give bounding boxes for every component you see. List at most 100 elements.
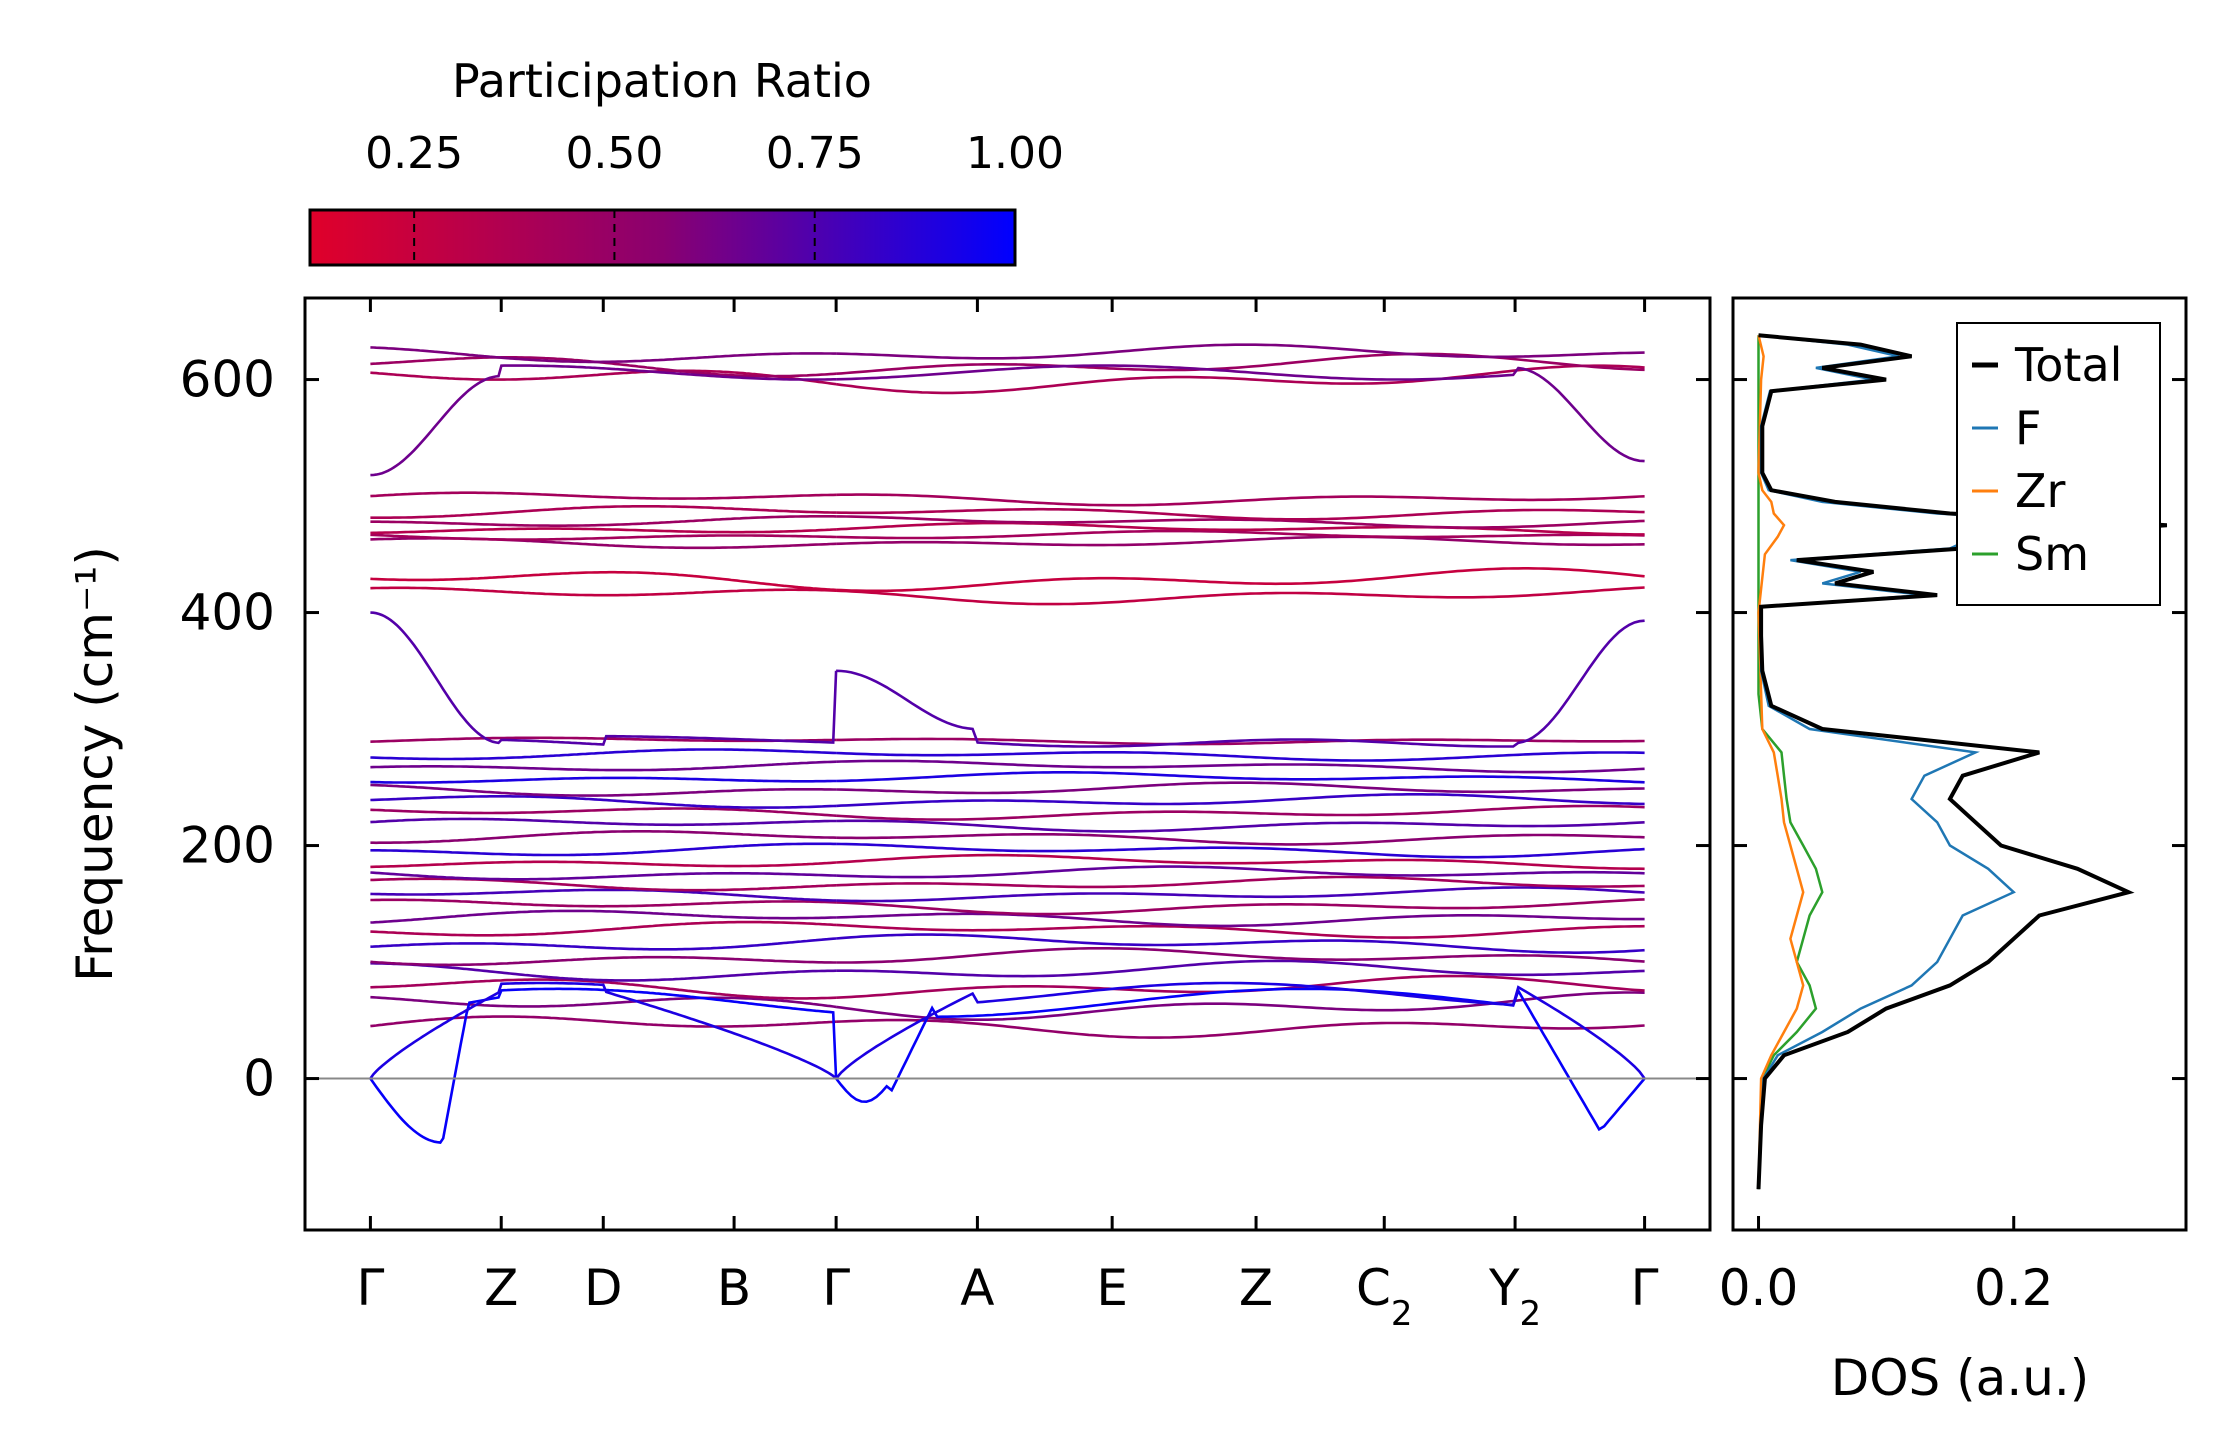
band-line-acoustic (369, 987, 838, 1144)
band-line (836, 751, 1645, 762)
band-line (836, 1018, 1645, 1039)
band-line (370, 570, 837, 592)
band-line (836, 567, 1645, 593)
band-line (370, 515, 837, 527)
dos-series-zr (1757, 335, 1805, 1190)
band-line (836, 819, 1645, 833)
legend-label: Sm (2015, 527, 2089, 581)
band-line (836, 771, 1645, 784)
band-line (370, 955, 837, 967)
band-line-dispersive-mid (836, 619, 1645, 748)
band-line (370, 842, 837, 857)
band-line (835, 991, 1645, 1021)
band-line (370, 586, 837, 597)
colorbar-ticks: 0.25 0.50 0.75 1.00 (365, 128, 1064, 265)
band-line (370, 920, 837, 937)
band-line-acoustic (835, 987, 1646, 1132)
band-line (835, 364, 1645, 395)
legend-box (1956, 322, 2161, 606)
colorbar-tick-label: 0.50 (565, 128, 663, 179)
band-xtick-label: Z (484, 1259, 518, 1317)
band-panel: 600 400 200 0 Γ Z D B Γ A E Z C2 Y2 Γ Frequency (cm⁻¹… (66, 296, 1712, 1334)
band-line (370, 871, 837, 881)
band-line (836, 586, 1645, 606)
dos-legend: Total F Zr Sm (1956, 322, 2161, 606)
band-line (836, 759, 1645, 774)
band-line (836, 515, 1645, 529)
band-frame (303, 296, 1712, 1232)
band-line (370, 795, 837, 809)
band-line (370, 783, 837, 797)
band-line (836, 875, 1645, 889)
band-line (370, 807, 837, 817)
band-line (836, 793, 1645, 808)
band-line (370, 533, 837, 541)
band-line (836, 865, 1645, 879)
band-line (836, 886, 1645, 903)
band-xtick-label: Γ (822, 1259, 850, 1317)
band-line-dispersive-high (370, 364, 837, 477)
dos-xtick-label: 0.2 (1974, 1259, 2054, 1317)
dos-x-label: DOS (a.u.) (1831, 1349, 2090, 1407)
band-line (370, 491, 837, 500)
legend-label: F (2015, 401, 2041, 455)
colorbar-title: Participation Ratio (452, 54, 872, 108)
band-line (370, 748, 837, 761)
band-ytick-label: 0 (243, 1050, 275, 1108)
dos-series-total (1756, 333, 2168, 1190)
band-xtick-label: E (1096, 1259, 1128, 1317)
band-line (370, 860, 837, 869)
band-line (370, 817, 837, 827)
band-xtick-label: B (717, 1259, 751, 1317)
band-line (836, 343, 1645, 360)
band-line (836, 781, 1645, 795)
band-line-dispersive-high (836, 364, 1645, 463)
band-line (370, 505, 837, 519)
band-xtick-label: Γ (356, 1259, 384, 1317)
band-line (836, 923, 1645, 939)
band-xtick-label: Γ (1631, 1259, 1659, 1317)
band-line (836, 535, 1645, 547)
band-y-ticks: 600 400 200 0 (180, 351, 1710, 1108)
band-line-dispersive-mid (370, 611, 838, 746)
band-line (370, 995, 837, 1009)
band-ytick-label: 200 (180, 817, 275, 875)
band-line (836, 529, 1645, 540)
band-line (370, 830, 837, 845)
dos-lines (1756, 333, 2168, 1190)
band-line (370, 527, 837, 535)
dos-xtick-label: 0.0 (1719, 1259, 1799, 1317)
band-line (836, 737, 1645, 746)
band-x-ticks: Γ Z D B Γ A E Z C2 Y2 Γ (356, 298, 1659, 1334)
band-xtick-label: Z (1239, 1259, 1273, 1317)
band-line (370, 760, 837, 772)
band-line (836, 833, 1645, 846)
colorbar-tick-label: 0.75 (766, 128, 864, 179)
colorbar-bar (308, 208, 1017, 267)
band-line (370, 1015, 837, 1028)
band-line (836, 493, 1645, 507)
band-line (836, 352, 1645, 375)
band-line (836, 507, 1645, 521)
band-line (836, 974, 1645, 999)
dos-series-sm (1757, 335, 1824, 1190)
band-line (836, 912, 1645, 928)
band-line (836, 959, 1645, 978)
band-line (370, 978, 837, 1000)
band-line (370, 369, 837, 386)
dos-ticks: 0.0 0.2 (1719, 378, 2186, 1317)
band-line (835, 933, 1645, 954)
band-line-acoustic-2 (835, 981, 1646, 1080)
band-xtick-label: D (584, 1259, 623, 1317)
band-line (370, 346, 837, 364)
legend-label: Zr (2015, 464, 2066, 518)
band-ytick-label: 400 (180, 584, 275, 642)
colorbar-tick-label: 1.00 (966, 128, 1064, 179)
band-y-label: Frequency (cm⁻¹) (66, 546, 124, 982)
band-line (370, 937, 837, 951)
band-line (370, 962, 837, 982)
band-xtick-label: C2 (1356, 1259, 1413, 1334)
band-line (370, 776, 837, 784)
band-lines (369, 343, 1646, 1144)
